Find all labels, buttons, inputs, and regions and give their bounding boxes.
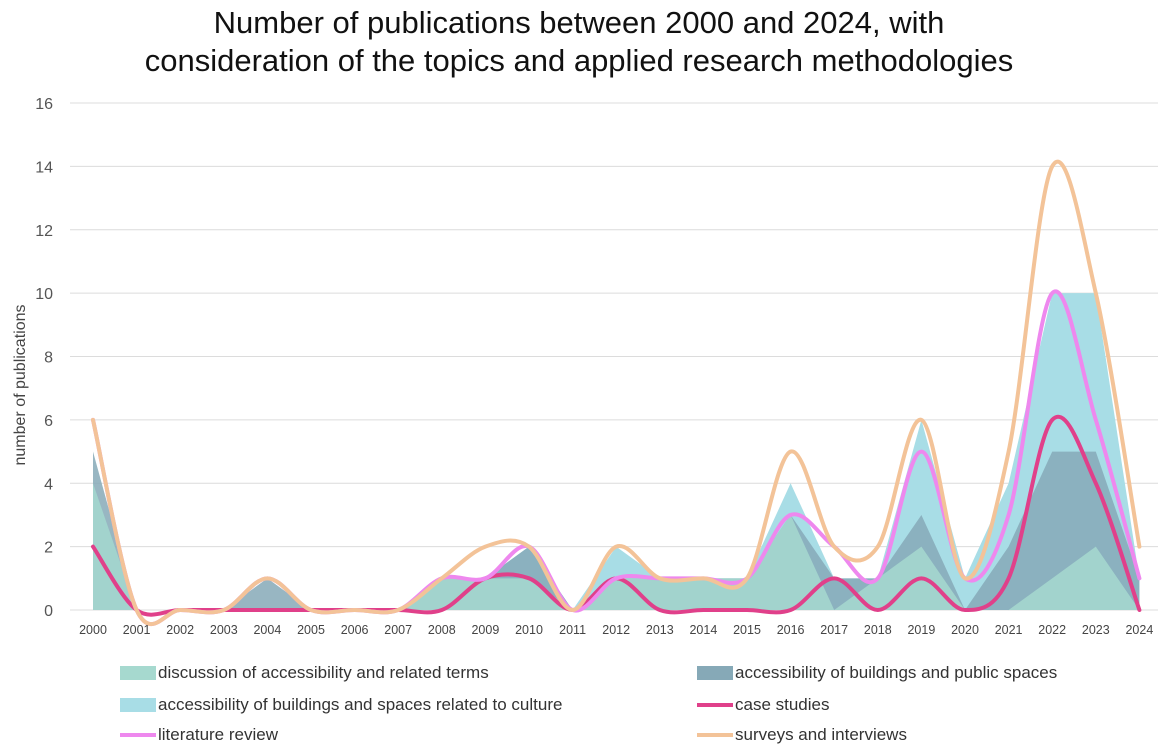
- x-tick-label: 2024: [1125, 623, 1153, 637]
- legend-label-4: case studies: [735, 695, 830, 714]
- x-tick-label: 2005: [297, 623, 325, 637]
- y-tick-label: 14: [35, 159, 53, 176]
- x-tick-label: 2013: [646, 623, 674, 637]
- legend-item-6: surveys and interviews: [697, 724, 907, 746]
- y-tick-label: 8: [44, 350, 53, 367]
- line-series-3: [91, 159, 1142, 626]
- x-tick-label: 2016: [777, 623, 805, 637]
- legend-item-4: case studies: [697, 694, 830, 716]
- series-line: [91, 159, 1142, 626]
- y-tick-label: 6: [44, 413, 53, 430]
- area-fill: [93, 293, 1140, 610]
- x-tick-label: 2017: [820, 623, 848, 637]
- x-tick-label: 2018: [864, 623, 892, 637]
- y-axis-label: number of publications: [12, 305, 29, 466]
- x-tick-label: 2000: [79, 623, 107, 637]
- y-tick-label: 16: [35, 96, 53, 113]
- legend-swatch-4: [697, 703, 733, 707]
- x-tick-label: 2009: [471, 623, 499, 637]
- x-tick-label: 2003: [210, 623, 238, 637]
- x-tick-label: 2015: [733, 623, 761, 637]
- x-tick-label: 2020: [951, 623, 979, 637]
- chart-title-line-1: Number of publications between 2000 and …: [213, 5, 945, 40]
- legend-swatch-1: [120, 666, 156, 680]
- legend-swatch-3: [120, 698, 156, 712]
- x-tick-label: 2004: [253, 623, 281, 637]
- legend-item-1: discussion of accessibility and related …: [120, 662, 489, 684]
- axis-layer: 0 2 4 6 8 10 12 14 16 2000 2001 2002 2003 2004 2005 200…: [35, 96, 1153, 637]
- x-tick-label: 2012: [602, 623, 630, 637]
- legend-swatch-6: [697, 733, 733, 737]
- x-tick-label: 2006: [341, 623, 369, 637]
- x-tick-label: 2008: [428, 623, 456, 637]
- y-tick-label: 12: [35, 223, 53, 240]
- area-layer: [92, 293, 1140, 611]
- chart-title-line-2: consideration of the topics and applied …: [144, 43, 1014, 78]
- x-tick-label: 2023: [1082, 623, 1110, 637]
- legend-item-3: accessibility of buildings and spaces re…: [120, 694, 562, 716]
- legend-label-6: surveys and interviews: [735, 725, 907, 744]
- x-tick-label: 2002: [166, 623, 194, 637]
- grid-layer: [70, 102, 1158, 611]
- y-tick-label: 2: [44, 540, 53, 557]
- x-tick-label: 2011: [559, 623, 586, 637]
- legend-label-5: literature review: [158, 725, 278, 744]
- legend-label-1: discussion of accessibility and related …: [158, 663, 489, 682]
- area-series-1: [92, 293, 1140, 611]
- x-tick-label: 2007: [384, 623, 412, 637]
- x-tick-label: 2010: [515, 623, 543, 637]
- legend-item-2: accessibility of buildings and public sp…: [697, 662, 1057, 684]
- legend-swatch-5: [120, 733, 156, 737]
- x-tick-label: 2021: [995, 623, 1023, 637]
- x-tick-label: 2022: [1038, 623, 1066, 637]
- x-tick-label: 2001: [123, 623, 151, 637]
- x-tick-label: 2019: [907, 623, 935, 637]
- legend-item-5: literature review: [120, 724, 278, 746]
- legend-swatch-2: [697, 666, 733, 680]
- chart-title: Number of publications between 2000 and …: [0, 4, 1158, 80]
- y-tick-label: 4: [44, 476, 53, 493]
- legend-label-3: accessibility of buildings and spaces re…: [158, 695, 563, 714]
- y-tick-label: 10: [35, 286, 53, 303]
- y-tick-label: 0: [44, 603, 53, 620]
- x-tick-label: 2014: [689, 623, 717, 637]
- line-layer: [91, 159, 1142, 626]
- legend-label-2: accessibility of buildings and public sp…: [735, 663, 1058, 682]
